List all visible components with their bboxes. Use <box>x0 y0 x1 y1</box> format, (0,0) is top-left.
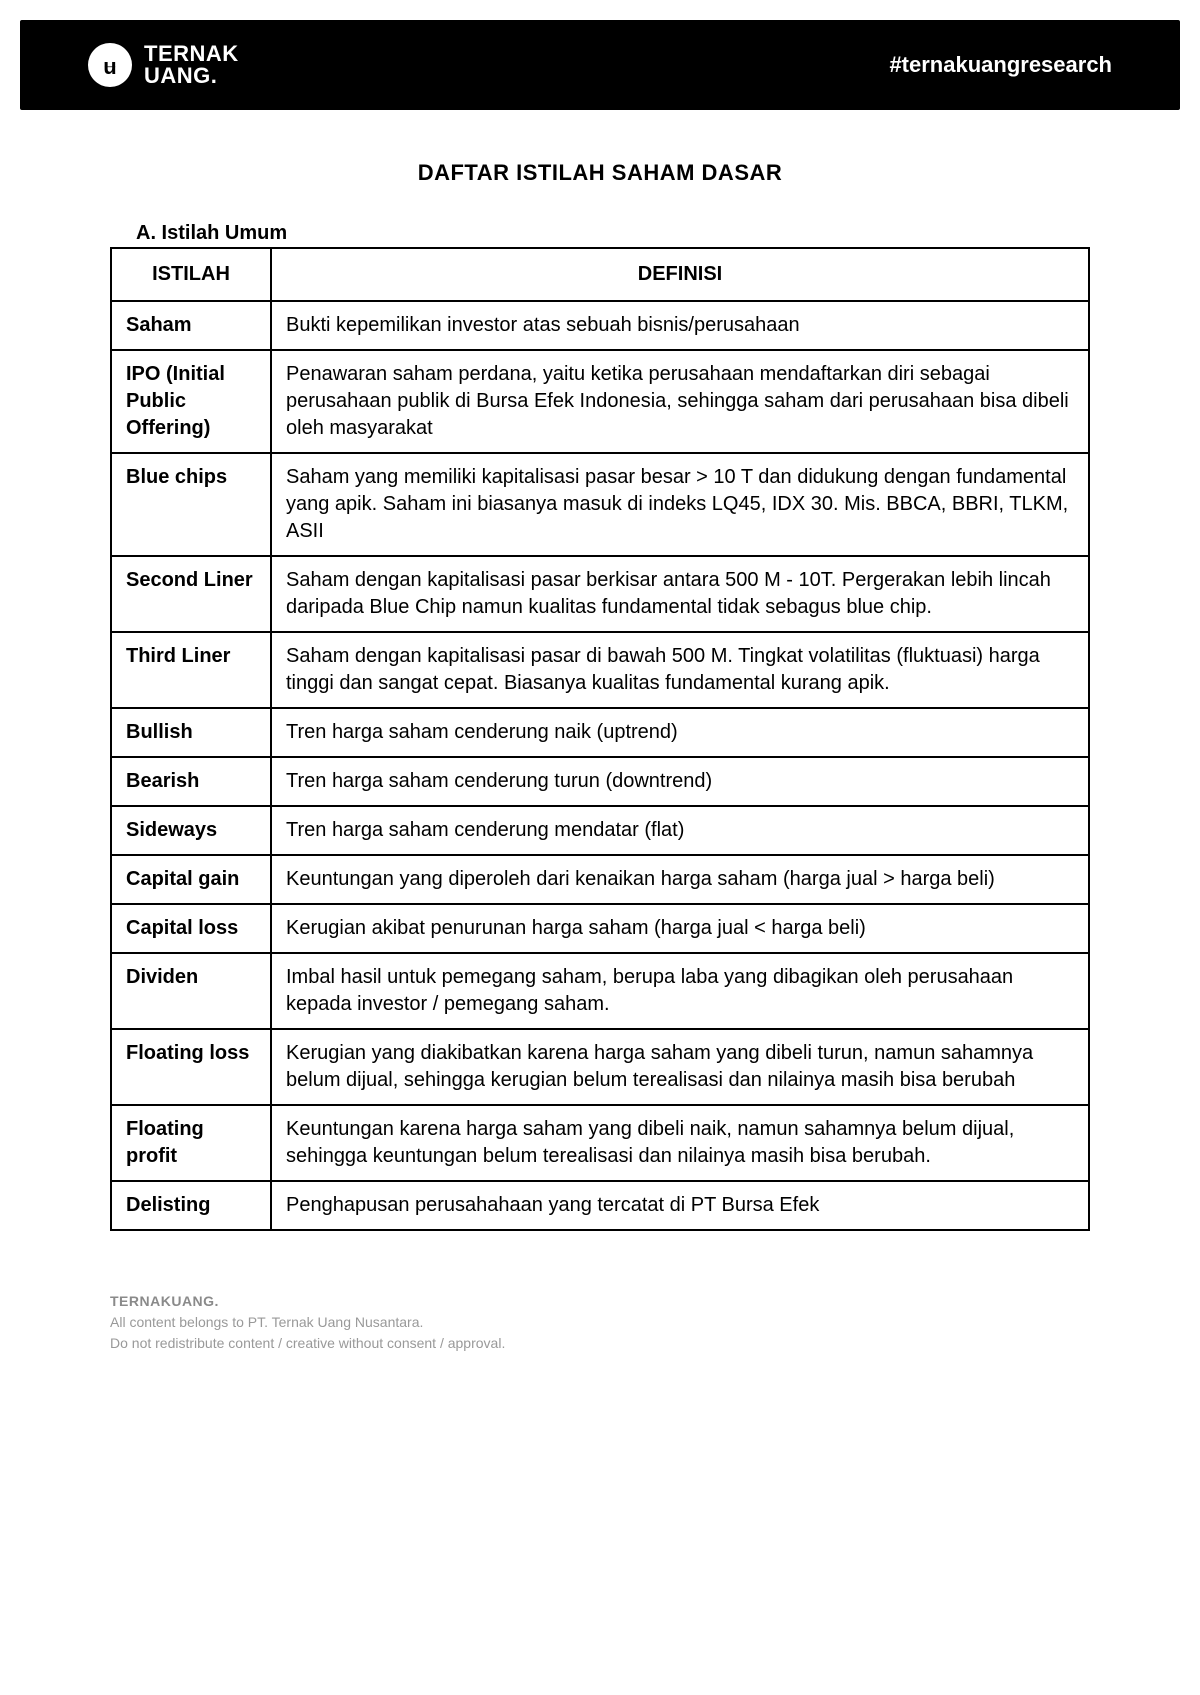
content: DAFTAR ISTILAH SAHAM DASAR A. Istilah Um… <box>0 110 1200 1261</box>
table-row: DelistingPenghapusan perusahahaan yang t… <box>111 1181 1089 1230</box>
glossary-table: ISTILAH DEFINISI SahamBukti kepemilikan … <box>110 247 1090 1231</box>
term-cell: Floating loss <box>111 1029 271 1105</box>
definition-cell: Imbal hasil untuk pemegang saham, berupa… <box>271 953 1089 1029</box>
table-row: Third LinerSaham dengan kapitalisasi pas… <box>111 632 1089 708</box>
definition-cell: Saham yang memiliki kapitalisasi pasar b… <box>271 453 1089 556</box>
table-row: Blue chipsSaham yang memiliki kapitalisa… <box>111 453 1089 556</box>
table-row: Second LinerSaham dengan kapitalisasi pa… <box>111 556 1089 632</box>
definition-cell: Bukti kepemilikan investor atas sebuah b… <box>271 301 1089 350</box>
term-cell: Saham <box>111 301 271 350</box>
term-cell: Blue chips <box>111 453 271 556</box>
term-cell: IPO (Initial Public Offering) <box>111 350 271 453</box>
table-row: BearishTren harga saham cenderung turun … <box>111 757 1089 806</box>
col-header-definition: DEFINISI <box>271 248 1089 301</box>
table-row: Capital lossKerugian akibat penurunan ha… <box>111 904 1089 953</box>
table-row: Capital gainKeuntungan yang diperoleh da… <box>111 855 1089 904</box>
term-cell: Floating profit <box>111 1105 271 1181</box>
logo: u TERNAK UANG. <box>88 43 239 87</box>
table-row: SidewaysTren harga saham cenderung menda… <box>111 806 1089 855</box>
definition-cell: Keuntungan yang diperoleh dari kenaikan … <box>271 855 1089 904</box>
logo-line1: TERNAK <box>144 43 239 65</box>
definition-cell: Saham dengan kapitalisasi pasar di bawah… <box>271 632 1089 708</box>
term-cell: Delisting <box>111 1181 271 1230</box>
term-cell: Dividen <box>111 953 271 1029</box>
definition-cell: Tren harga saham cenderung turun (downtr… <box>271 757 1089 806</box>
definition-cell: Kerugian akibat penurunan harga saham (h… <box>271 904 1089 953</box>
logo-line2: UANG. <box>144 65 239 87</box>
definition-cell: Kerugian yang diakibatkan karena harga s… <box>271 1029 1089 1105</box>
term-cell: Second Liner <box>111 556 271 632</box>
term-cell: Capital gain <box>111 855 271 904</box>
table-row: Floating lossKerugian yang diakibatkan k… <box>111 1029 1089 1105</box>
term-cell: Capital loss <box>111 904 271 953</box>
logo-text: TERNAK UANG. <box>144 43 239 87</box>
term-cell: Sideways <box>111 806 271 855</box>
logo-icon: u <box>88 43 132 87</box>
table-row: DividenImbal hasil untuk pemegang saham,… <box>111 953 1089 1029</box>
footer-line2: Do not redistribute content / creative w… <box>110 1333 1090 1354</box>
footer-brand: TERNAKUANG. <box>110 1291 1090 1312</box>
definition-cell: Penawaran saham perdana, yaitu ketika pe… <box>271 350 1089 453</box>
page-title: DAFTAR ISTILAH SAHAM DASAR <box>110 160 1090 186</box>
footer: TERNAKUANG. All content belongs to PT. T… <box>0 1261 1200 1394</box>
definition-cell: Tren harga saham cenderung naik (uptrend… <box>271 708 1089 757</box>
term-cell: Bullish <box>111 708 271 757</box>
definition-cell: Tren harga saham cenderung mendatar (fla… <box>271 806 1089 855</box>
table-row: Floating profitKeuntungan karena harga s… <box>111 1105 1089 1181</box>
definition-cell: Keuntungan karena harga saham yang dibel… <box>271 1105 1089 1181</box>
definition-cell: Saham dengan kapitalisasi pasar berkisar… <box>271 556 1089 632</box>
table-row: IPO (Initial Public Offering)Penawaran s… <box>111 350 1089 453</box>
definition-cell: Penghapusan perusahahaan yang tercatat d… <box>271 1181 1089 1230</box>
section-heading: A. Istilah Umum <box>136 222 1090 245</box>
col-header-term: ISTILAH <box>111 248 271 301</box>
table-header-row: ISTILAH DEFINISI <box>111 248 1089 301</box>
term-cell: Third Liner <box>111 632 271 708</box>
term-cell: Bearish <box>111 757 271 806</box>
table-row: SahamBukti kepemilikan investor atas seb… <box>111 301 1089 350</box>
footer-line1: All content belongs to PT. Ternak Uang N… <box>110 1312 1090 1333</box>
table-row: BullishTren harga saham cenderung naik (… <box>111 708 1089 757</box>
header-hashtag: #ternakuangresearch <box>889 52 1112 78</box>
header-bar: u TERNAK UANG. #ternakuangresearch <box>20 20 1180 110</box>
